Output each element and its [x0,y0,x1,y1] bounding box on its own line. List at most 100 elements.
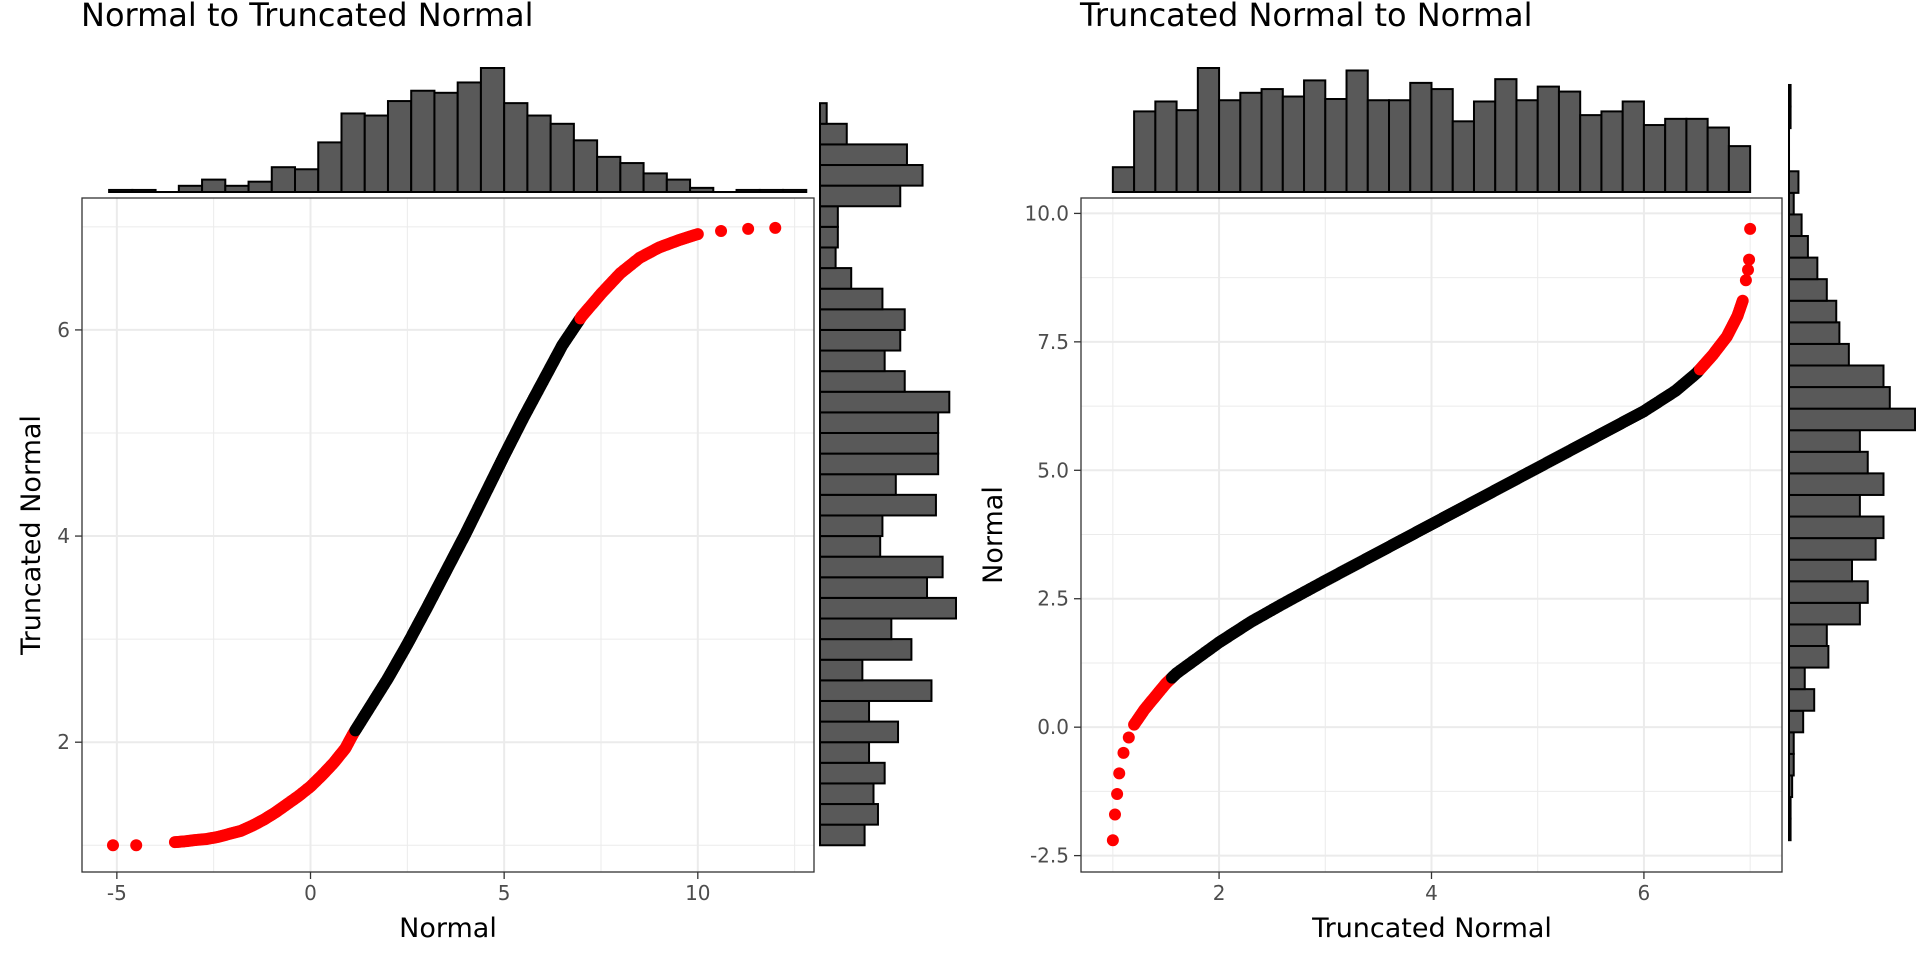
gridlines [82,198,814,872]
y-tick-label: 10.0 [1024,201,1069,225]
top-hist-bar [1218,99,1242,193]
right-hist-bar [819,823,866,847]
top-hist-bar [294,168,320,193]
scatter-point [1122,731,1135,744]
top-hist-bar [1303,79,1327,193]
y-tick-label: 4 [57,524,70,548]
right-hist-bar [819,576,929,599]
y-axis: 2 4 6 [57,318,82,754]
x-tick-label: 2 [1213,881,1226,905]
right-hist-bar [819,431,940,455]
top-hist-bar [689,186,715,194]
right-hist-bar [1788,450,1869,475]
right-hist-bar [819,411,940,434]
top-hist-bar [270,166,297,193]
top-hist-bar [1536,85,1560,193]
scatter-point [1742,263,1755,276]
y-tick-label: 5.0 [1037,458,1069,482]
top-hist-bar [1579,114,1603,193]
right-hist-bar [819,514,884,538]
top-hist-bar [224,184,250,194]
top-hist-bar [363,114,389,193]
y-axis-label: Normal [978,486,1009,584]
right-hist-bar [819,803,879,826]
y-tick-label: 2 [57,730,70,754]
right-hist-bar [1788,796,1792,820]
top-hist-bar [1430,88,1454,193]
right-hist-bar [1788,472,1885,496]
y-tick-label: 6 [57,318,70,342]
right-hist-bar [1788,493,1861,518]
x-tick-label: 5 [498,881,511,905]
top-hist-bar [1239,91,1263,193]
x-tick-label: -5 [107,881,127,905]
plot-panel [82,198,814,872]
scatter-point [1743,253,1756,266]
top-hist-bar [1515,99,1539,193]
x-axis-label: Normal [399,913,497,944]
x-axis: 2 4 6 [1213,872,1651,905]
scatter-point [1106,834,1119,847]
scatter-point [691,228,704,241]
right-hist-bar [1788,105,1792,130]
y-tick-label: 7.5 [1037,330,1069,354]
top-hist-bar [1557,90,1582,193]
scatter-point [1108,808,1121,821]
right-hist-bar [819,535,882,558]
right-hist-bar [819,761,886,785]
scatter-point [769,221,782,234]
right-hist-bar [1788,752,1795,777]
top-hist-bar [549,122,575,193]
top-hist-bar [1388,99,1412,193]
top-hist-bar [596,155,622,194]
right-hist-bar [1788,537,1877,561]
chart-left: Normal to Truncated Normal -5 0 5 10 2 4 6 No… [16,0,957,944]
y-tick-label: 0.0 [1037,715,1069,739]
right-hist-bar [1788,580,1869,604]
right-hist-bar [1788,235,1809,259]
right-hist-bar [1788,774,1794,799]
x-tick-label: 10 [685,881,710,905]
top-hist-bar [108,188,134,194]
right-hist-bar [819,473,897,496]
right-hist-bar [819,617,893,641]
right-hist-bar [1788,731,1795,755]
right-hist-bar [819,390,951,414]
top-hist-bar [177,184,204,194]
top-hist-bar [758,188,785,194]
top-hist-bar [479,67,506,193]
right-histogram [819,102,957,847]
top-hist-bar [1621,100,1645,193]
scatter-point [715,224,728,237]
right-hist-bar [819,225,839,249]
top-hist-bar [1133,110,1157,193]
top-hist-bar [317,141,343,193]
right-hist-bar [819,122,848,146]
scatter-point [106,839,119,852]
right-hist-bar [819,452,940,476]
top-hist-bar [1472,100,1497,193]
scatter-point [1113,767,1126,780]
right-hist-bar [819,720,900,744]
x-tick-label: 6 [1638,881,1651,905]
right-hist-bar [819,143,908,167]
right-hist-bar [819,638,913,661]
right-hist-bar [1788,623,1828,647]
right-hist-bar [1788,558,1853,583]
top-hist-bar [1642,124,1667,193]
y-axis-label: Truncated Normal [16,415,47,656]
right-histogram [1788,83,1916,842]
right-hist-bar [819,164,924,187]
right-hist-bar [1788,817,1792,842]
top-hist-bar [1154,100,1178,193]
right-hist-bar [1788,321,1841,345]
top-hist-bar [410,89,436,193]
top-histogram [108,67,808,194]
top-hist-bar [131,188,157,194]
chart-title: Truncated Normal to Normal [1079,0,1533,34]
right-hist-bar [819,658,864,682]
x-tick-label: 4 [1425,881,1438,905]
top-hist-bar [1494,78,1518,193]
top-hist-bar [456,81,482,193]
plot-border [81,197,815,873]
